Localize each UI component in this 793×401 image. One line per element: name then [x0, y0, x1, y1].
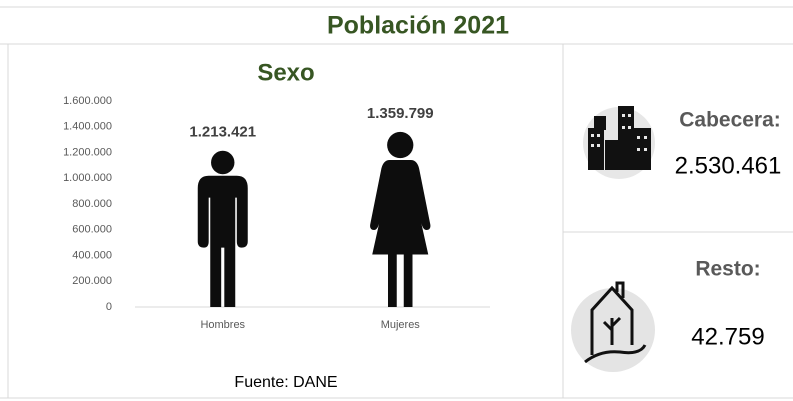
person-figure: [370, 131, 431, 307]
x-tick-label: Hombres: [200, 319, 245, 331]
figure-head: [211, 150, 235, 175]
chart-title: Sexo: [257, 59, 314, 86]
data-label: 1.213.421: [189, 124, 256, 141]
city-icon: [588, 106, 651, 170]
resto-label: Resto:: [695, 258, 760, 281]
cabecera-label: Cabecera:: [679, 109, 781, 132]
house-icon: [584, 281, 647, 364]
y-tick-label: 800.000: [72, 198, 112, 210]
data-label: 1.359.799: [367, 105, 434, 122]
y-tick-label: 600.000: [72, 224, 112, 236]
figure-body: [370, 159, 431, 307]
figure-body: [197, 175, 248, 307]
cabecera-value: 2.530.461: [675, 152, 782, 179]
y-tick-label: 0: [106, 301, 112, 313]
source: Fuente: DANE: [234, 374, 337, 391]
resto-value: 42.759: [691, 323, 764, 350]
figure-head: [387, 131, 414, 159]
page-title: Población 2021: [327, 12, 509, 40]
y-tick-label: 1.200.000: [63, 146, 112, 158]
y-tick-label: 1.400.000: [63, 121, 112, 133]
x-tick-label: Mujeres: [381, 319, 421, 331]
y-tick-label: 1.000.000: [63, 172, 112, 184]
y-tick-label: 400.000: [72, 249, 112, 261]
y-tick-label: 200.000: [72, 275, 112, 287]
person-figure: [197, 150, 248, 307]
y-tick-label: 1.600.000: [63, 95, 112, 107]
